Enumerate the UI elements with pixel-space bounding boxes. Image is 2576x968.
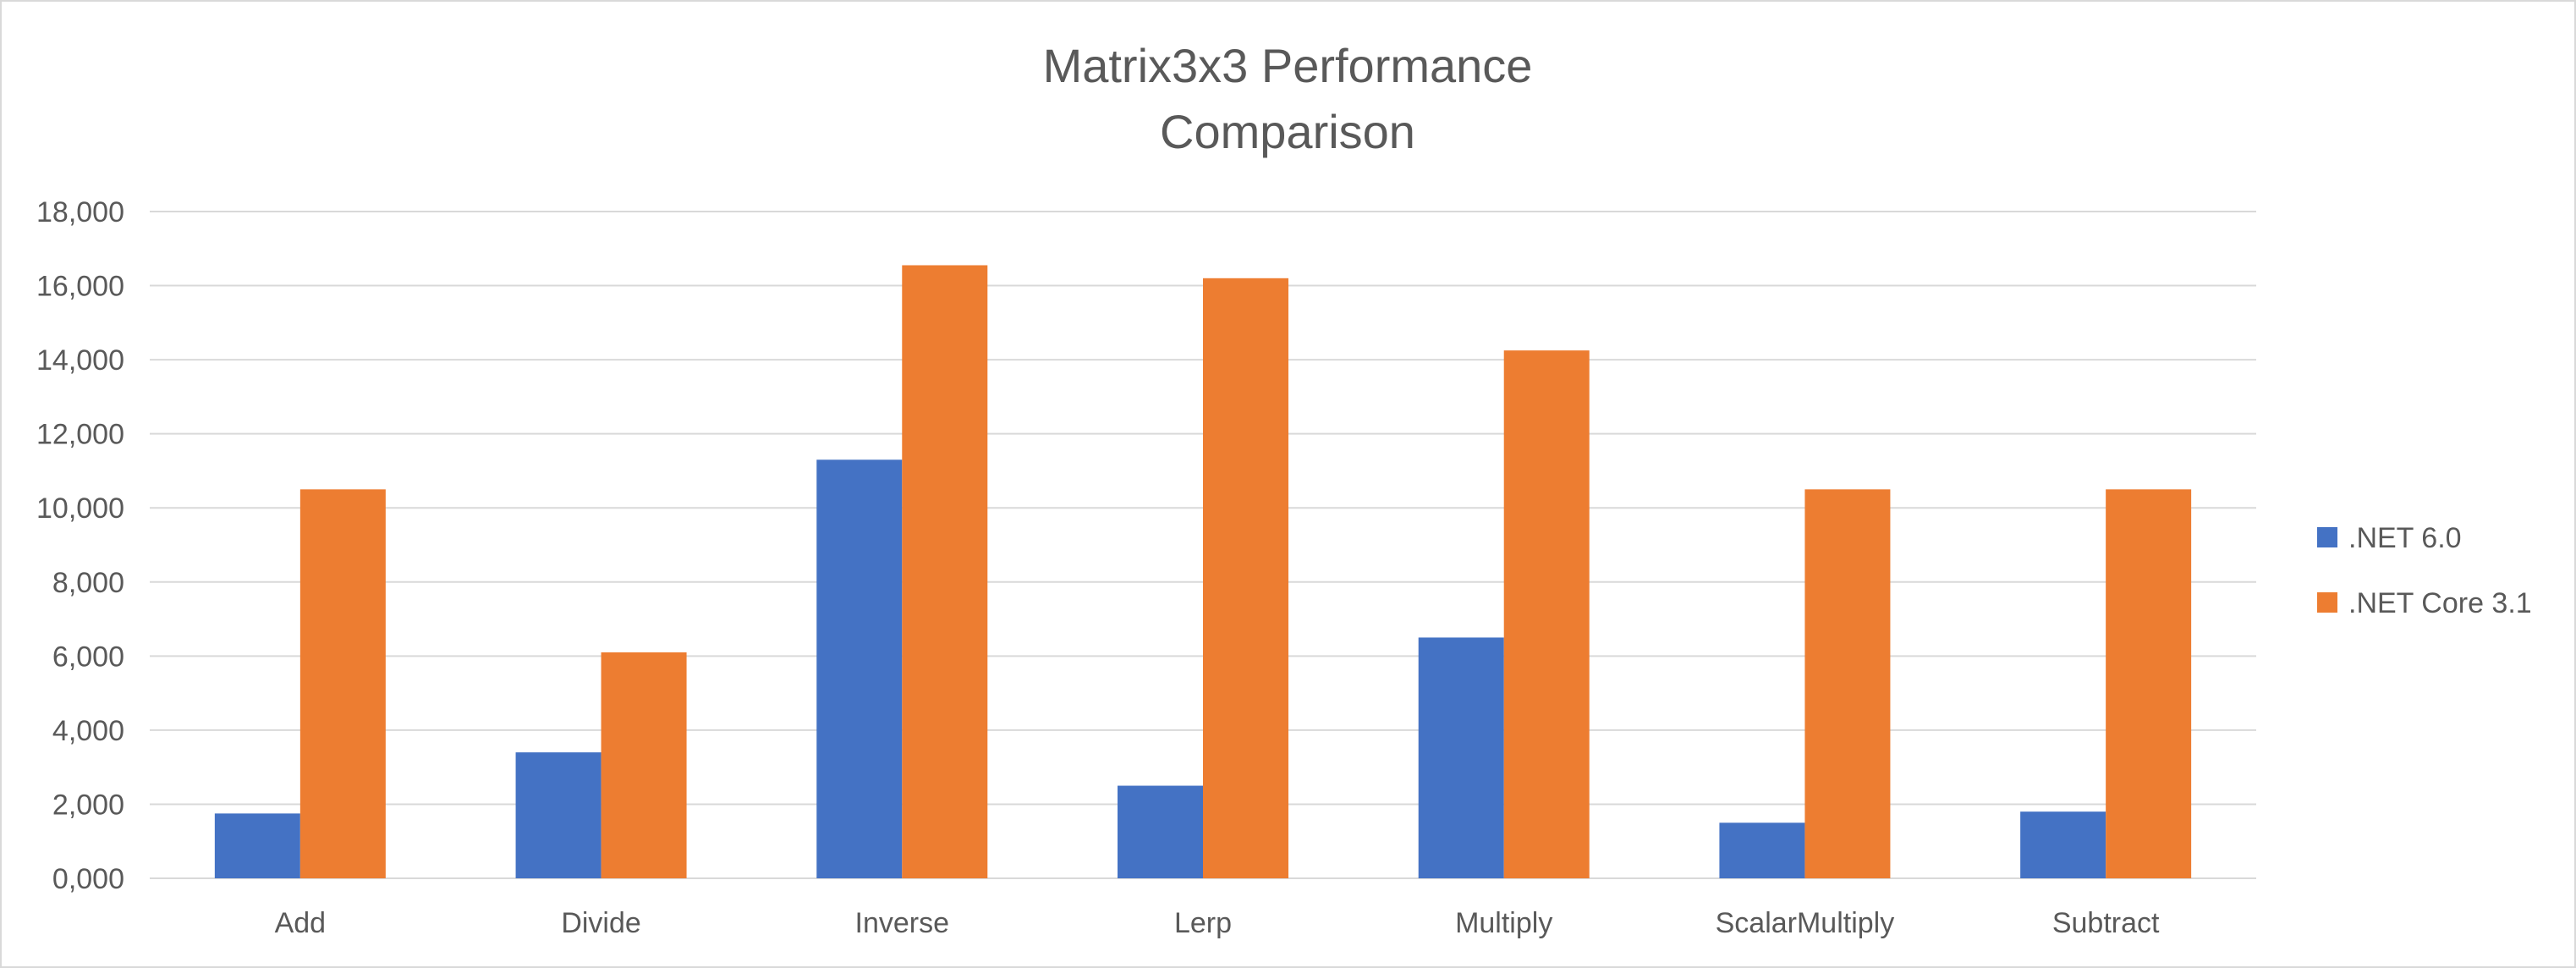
legend-label: .NET 6.0 [2348,522,2462,554]
bar-net6-multiply [1418,637,1504,878]
bars [214,265,2192,879]
y-tick-label: 10,000 [36,492,124,525]
bar-net6-subtract [2020,811,2106,878]
y-tick-label: 18,000 [36,196,124,228]
bar-netcore31-multiply [1503,350,1590,879]
x-tick-label: Divide [561,907,640,939]
chart-title-line-1: Matrix3x3 Performance [1043,39,1533,92]
y-axis-ticks: 0,000 2,000 4,000 6,000 8,000 10,000 12,000 14,… [36,196,124,895]
bar-net6-lerp [1118,785,1203,878]
bar-netcore31-lerp [1203,278,1288,878]
bar-netcore31-divide [601,652,687,878]
y-tick-label: 16,000 [36,271,124,303]
legend-swatch [2317,592,2337,613]
bar-net6-inverse [816,459,903,878]
legend: .NET 6.0 .NET Core 3.1 [2317,522,2532,619]
y-tick-label: 12,000 [36,419,124,451]
bar-net6-add [214,813,300,878]
legend-swatch [2317,527,2337,547]
x-tick-label: Add [275,907,327,939]
bar-net6-scalarmultiply [1719,822,1805,878]
legend-label: .NET Core 3.1 [2348,587,2532,619]
x-tick-label: Inverse [855,907,950,939]
x-tick-label: Multiply [1455,907,1552,939]
y-tick-label: 4,000 [52,715,124,747]
bar-net6-divide [515,752,601,878]
bar-netcore31-inverse [902,265,988,878]
x-tick-label: Lerp [1174,907,1232,939]
chart-title-line-2: Comparison [1160,105,1415,158]
y-tick-label: 6,000 [52,641,124,673]
chart-title: Matrix3x3 Performance Comparison [1043,39,1533,158]
x-tick-label: Subtract [2052,907,2160,939]
x-tick-label: ScalarMultiply [1716,907,1895,939]
bar-netcore31-subtract [2106,489,2192,878]
y-tick-label: 0,000 [52,863,124,895]
y-tick-label: 2,000 [52,789,124,821]
bar-netcore31-add [299,489,386,878]
bar-netcore31-scalarmultiply [1804,489,1891,878]
x-axis-ticks: Add Divide Inverse Lerp Multiply ScalarMultip… [275,907,2160,939]
y-tick-label: 8,000 [52,567,124,599]
y-tick-label: 14,000 [36,344,124,377]
